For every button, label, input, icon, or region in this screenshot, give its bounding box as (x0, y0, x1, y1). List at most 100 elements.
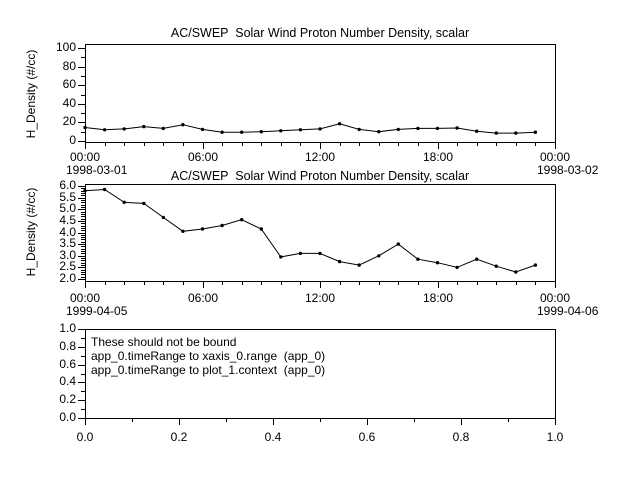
plot-area-1[interactable] (85, 44, 555, 142)
data-point (377, 130, 381, 134)
plot-area-2[interactable] (85, 184, 555, 281)
x-tick-label: 06:00 (187, 150, 219, 164)
x-tick-label: 1.0 (546, 430, 564, 444)
x-tick-label: 00:00 (539, 150, 571, 164)
x-tick-label: 00:00 (69, 291, 101, 305)
y-tick-label: 3.5 (59, 236, 76, 250)
y-tick-label: 0.2 (59, 392, 76, 406)
y-tick-label: 0.4 (59, 374, 76, 388)
data-point (357, 263, 361, 267)
data-point (259, 130, 263, 134)
data-point (357, 127, 361, 132)
data-point (259, 227, 263, 231)
data-point (514, 131, 518, 135)
y-tick-label: 0.8 (59, 339, 76, 353)
y-tick-label: 4.0 (59, 225, 76, 239)
x-axis-date-left-1: 1998-03-01 (66, 163, 128, 177)
data-point (240, 130, 244, 134)
data-point (318, 251, 322, 256)
y-tick-label: 40 (62, 96, 76, 110)
y-tick-label: 5.0 (59, 201, 76, 215)
data-point (279, 129, 283, 133)
data-point (494, 264, 498, 268)
data-point (435, 261, 440, 265)
data-point (298, 128, 303, 132)
data-point (83, 125, 87, 130)
y-tick-label: 20 (62, 114, 76, 128)
y-tick-label: 80 (62, 59, 76, 73)
plot-title-1: AC/SWEP Solar Wind Proton Number Density… (170, 26, 470, 40)
data-point (475, 129, 479, 133)
data-point (220, 223, 224, 228)
y-tick-label: 2.0 (59, 271, 76, 285)
data-point (318, 127, 322, 131)
x-tick-label: 00:00 (539, 291, 571, 305)
data-point (514, 270, 518, 274)
x-tick-label: 18:00 (422, 150, 454, 164)
x-tick-label: 12:00 (304, 291, 336, 305)
data-point (337, 259, 342, 264)
x-tick-label: 06:00 (187, 291, 219, 305)
y-tick-label: 5.5 (59, 190, 76, 204)
data-point (142, 201, 146, 206)
annotation-line: These should not be bound (91, 335, 237, 349)
x-axis-date-right-1: 1998-03-02 (537, 163, 599, 177)
data-point (475, 257, 479, 261)
y-tick-label: 0.0 (59, 410, 76, 424)
data-point (377, 254, 381, 258)
x-tick-label: 0.0 (76, 430, 94, 444)
data-point (298, 251, 303, 256)
data-point (416, 126, 420, 131)
y-tick-label: 100 (55, 40, 76, 54)
plot-title-2: AC/SWEP Solar Wind Proton Number Density… (170, 169, 470, 183)
y-tick-label: 0 (69, 133, 76, 147)
data-point (396, 127, 400, 132)
x-tick-label: 0.8 (452, 430, 470, 444)
data-point (181, 229, 185, 233)
x-axis-date-left-2: 1999-04-05 (66, 304, 128, 318)
y-tick-label: 3.0 (59, 248, 76, 262)
y-tick-label: 60 (62, 77, 76, 91)
annotation-line: app_0.timeRange to plot_1.context (app_0… (91, 363, 326, 377)
data-point (455, 126, 459, 130)
y-tick-label: 6.0 (59, 178, 76, 192)
data-point (533, 263, 538, 267)
data-point (279, 255, 283, 259)
y-tick-label: 0.6 (59, 357, 76, 371)
y-tick-label: 1.0 (59, 321, 76, 335)
data-line (84, 123, 536, 134)
x-tick-label: 0.6 (358, 430, 376, 444)
data-point (435, 126, 440, 131)
x-axis-date-right-2: 1999-04-06 (537, 304, 599, 318)
x-tick-label: 00:00 (69, 150, 101, 164)
data-point (181, 123, 185, 127)
data-line (84, 188, 536, 273)
x-tick-label: 0.2 (170, 430, 188, 444)
data-point (122, 127, 126, 131)
data-point (102, 128, 107, 132)
data-point (200, 127, 205, 132)
data-point (337, 122, 342, 126)
data-point (142, 124, 146, 129)
x-tick-label: 12:00 (304, 150, 336, 164)
data-point (396, 242, 400, 246)
data-point (200, 227, 205, 231)
data-point (102, 187, 107, 192)
y-tick-label: 2.5 (59, 259, 76, 273)
data-point (455, 265, 459, 270)
data-point (220, 130, 224, 134)
data-point (494, 131, 498, 135)
data-point (83, 189, 87, 193)
data-point (416, 257, 420, 261)
data-point (533, 130, 538, 134)
x-tick-label: 18:00 (422, 291, 454, 305)
data-point (161, 215, 165, 220)
plot-area-3[interactable] (85, 329, 555, 418)
x-tick-label: 0.4 (264, 430, 282, 444)
y-tick-label: 4.5 (59, 213, 76, 227)
annotation-line: app_0.timeRange to xaxis_0.range (app_0) (91, 349, 326, 363)
data-point (122, 200, 126, 204)
data-point (161, 126, 165, 131)
